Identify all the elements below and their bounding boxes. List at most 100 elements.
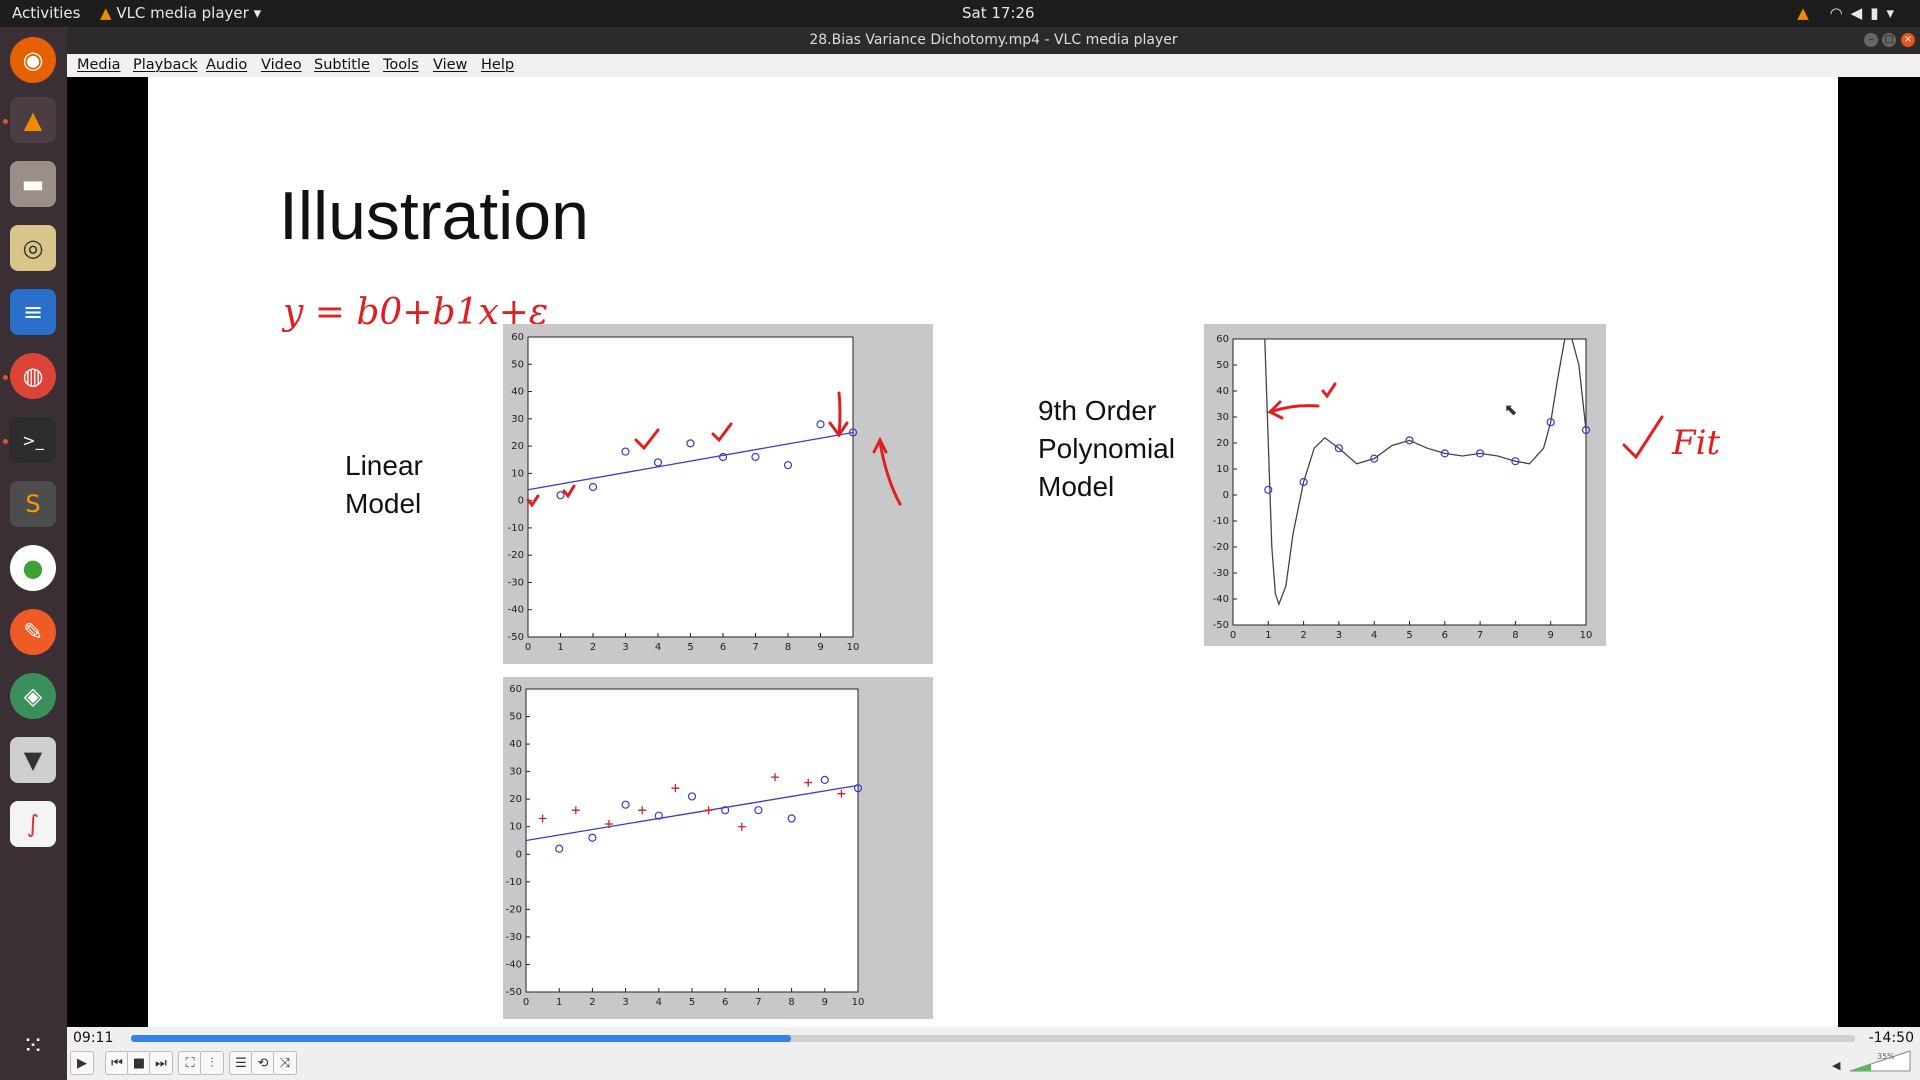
- show-applications-icon[interactable]: ⁙: [22, 1031, 44, 1061]
- menu-view[interactable]: View: [433, 57, 468, 73]
- playlist-button[interactable]: ☰: [229, 1051, 253, 1075]
- extended-settings-button[interactable]: ⫶: [200, 1051, 224, 1075]
- test-point: [804, 778, 813, 787]
- menu-subtitle[interactable]: Subtitle: [314, 57, 370, 73]
- play-button[interactable]: ▶: [70, 1051, 94, 1075]
- y-tick-label: 60: [511, 332, 524, 343]
- x-tick-label: 5: [689, 997, 695, 1008]
- writer-icon[interactable]: ≡: [10, 289, 56, 335]
- installer-icon[interactable]: ▼: [10, 737, 56, 783]
- y-tick-label: 60: [1216, 334, 1229, 345]
- system-tray[interactable]: ▲ ◠◀▮▾: [1797, 4, 1902, 22]
- x-tick-label: 7: [752, 642, 758, 653]
- data-point: [718, 452, 728, 462]
- data-point: [1546, 418, 1555, 427]
- window-title-bar[interactable]: 28.Bias Variance Dichotomy.mp4 - VLC med…: [67, 27, 1920, 54]
- video-frame-slide[interactable]: Illustration y = b0+b1x+ε Linear Model 9…: [148, 77, 1838, 1027]
- y-tick-label: -50: [506, 987, 522, 998]
- seek-bar[interactable]: [131, 1035, 1855, 1042]
- menu-video[interactable]: Video: [261, 57, 302, 73]
- plot-area: [1232, 338, 1587, 626]
- chrome-icon[interactable]: ◍: [10, 353, 56, 399]
- poly-label-line2: Polynomial: [1038, 433, 1175, 464]
- linear-fit-plot: 60 50 40 30 20 10 0 -10 -20 -30 -40 -50 0 1 2 3 4 5 6 7 8 9 10: [503, 324, 933, 664]
- y-tick-label: -20: [508, 550, 524, 561]
- firefox-icon[interactable]: ◉: [10, 37, 56, 83]
- sublime-text-icon[interactable]: S: [10, 481, 56, 527]
- close-button[interactable]: ×: [1901, 33, 1915, 47]
- polynomial-fit-plot: 60 50 40 30 20 10 0 -10 -20 -30 -40 -50 0 1 2 3 4 5 6 7 8 9 10: [1204, 324, 1606, 646]
- fullscreen-button[interactable]: ⛶: [178, 1051, 202, 1075]
- shuffle-button[interactable]: ⤨: [273, 1051, 297, 1075]
- speaker-icon: ◀: [1832, 1059, 1841, 1072]
- volume-slider[interactable]: ◀ 35%: [1832, 1049, 1912, 1073]
- mongodb-compass-icon[interactable]: ●: [10, 545, 56, 591]
- chevron-down-icon: ▾: [1886, 4, 1902, 22]
- loop-button[interactable]: ⟲: [251, 1051, 275, 1075]
- data-point: [621, 800, 630, 809]
- pdf-viewer-icon[interactable]: ∫: [10, 801, 56, 847]
- vlc-icon[interactable]: ▲: [10, 97, 56, 143]
- running-indicator: [3, 375, 8, 380]
- menu-help[interactable]: Help: [481, 57, 515, 73]
- next-button[interactable]: ⏭: [149, 1051, 173, 1075]
- stop-button[interactable]: ■: [127, 1051, 151, 1075]
- y-tick-label: -40: [1213, 594, 1229, 605]
- menu-audio[interactable]: Audio: [206, 57, 248, 73]
- data-point: [621, 447, 630, 456]
- activities-button[interactable]: Activities: [12, 4, 81, 22]
- y-tick-label: 50: [511, 359, 524, 370]
- seek-bar-fill: [131, 1035, 792, 1042]
- volume-percent: 35%: [1877, 1052, 1895, 1061]
- y-tick-label: -30: [508, 577, 524, 588]
- y-tick-label: 40: [1216, 386, 1229, 397]
- x-tick-label: 3: [622, 642, 628, 653]
- previous-button[interactable]: ⏮: [105, 1051, 129, 1075]
- linear-fit-test-plot: 60 50 40 30 20 10 0 -10 -20 -30 -40 -50 0 1 2 3 4 5 6 7 8 9 10: [503, 677, 933, 1019]
- vlc-tray-icon[interactable]: ▲: [1797, 4, 1817, 22]
- app-menu[interactable]: ▲ VLC media player ▾: [100, 4, 262, 22]
- x-tick-label: 0: [523, 997, 529, 1008]
- maximize-button[interactable]: □: [1882, 33, 1896, 47]
- x-tick-label: 4: [655, 642, 661, 653]
- x-tick-label: 6: [1442, 630, 1448, 641]
- y-tick-label: 40: [509, 739, 522, 750]
- remaining-time[interactable]: -14:50: [1868, 1030, 1914, 1046]
- data-point: [654, 811, 663, 820]
- clock[interactable]: Sat 17:26: [962, 4, 1035, 22]
- terminal-icon[interactable]: >_: [10, 417, 56, 463]
- test-point: [671, 784, 680, 793]
- menu-bar: Media Playback Audio Video Subtitle Tool…: [67, 54, 1920, 77]
- files-icon[interactable]: ▬: [10, 161, 56, 207]
- y-tick-label: 50: [509, 712, 522, 723]
- data-point: [787, 814, 796, 823]
- x-tick-label: 2: [590, 642, 596, 653]
- data-point: [1405, 436, 1414, 445]
- minimize-button[interactable]: –: [1864, 33, 1878, 47]
- y-tick-label: -30: [506, 932, 522, 943]
- x-tick-label: 1: [1265, 630, 1271, 641]
- test-point: [538, 814, 547, 823]
- menu-media[interactable]: Media: [77, 57, 121, 73]
- data-point: [653, 458, 663, 467]
- plot-area: [525, 688, 859, 993]
- rhythmbox-icon[interactable]: ◎: [10, 225, 56, 271]
- data-point: [816, 420, 825, 429]
- y-tick-label: 50: [1216, 360, 1229, 371]
- network-globe-icon[interactable]: ◈: [10, 673, 56, 719]
- data-point: [848, 428, 858, 437]
- postman-icon[interactable]: ✎: [10, 609, 56, 655]
- test-point: [737, 822, 746, 831]
- test-point: [638, 806, 647, 815]
- y-tick-label: 10: [511, 468, 524, 479]
- x-tick-label: 0: [1230, 630, 1236, 641]
- y-tick-label: -50: [1213, 620, 1229, 631]
- menu-tools[interactable]: Tools: [383, 57, 419, 73]
- x-tick-label: 9: [817, 642, 823, 653]
- window-title: 28.Bias Variance Dichotomy.mp4 - VLC med…: [809, 32, 1178, 48]
- y-tick-label: 0: [518, 496, 524, 507]
- menu-playback[interactable]: Playback: [133, 57, 198, 73]
